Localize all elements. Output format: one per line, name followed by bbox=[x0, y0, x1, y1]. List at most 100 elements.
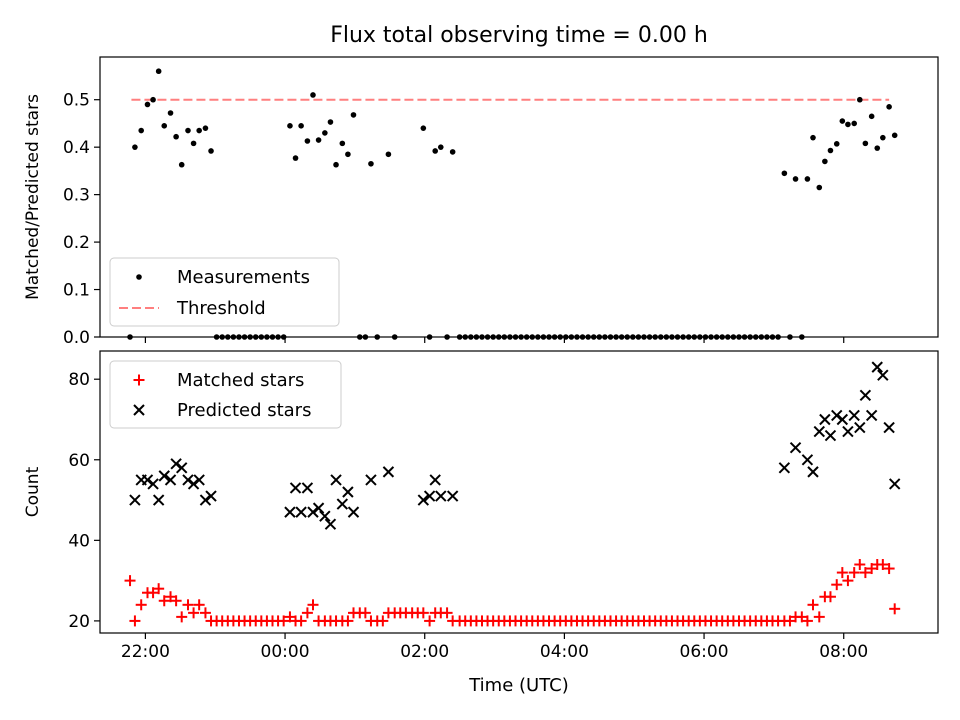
measurement-point bbox=[350, 112, 357, 118]
matched-stars-point bbox=[359, 607, 371, 619]
bottom-y-tick-label: 20 bbox=[68, 612, 90, 632]
top-y-tick-label: 0.4 bbox=[63, 138, 90, 158]
top-y-tick-label: 0.0 bbox=[63, 328, 90, 348]
measurement-point bbox=[202, 125, 209, 131]
matched-stars-point bbox=[813, 611, 825, 623]
top-panel: 0.0 0.1 0.2 0.3 0.4 0.5 Matched/Predicted star… bbox=[23, 56, 939, 348]
matched-stars-point bbox=[784, 615, 796, 627]
measurement-point bbox=[420, 125, 427, 131]
top-y-tick-label: 0.2 bbox=[63, 233, 90, 253]
matched-stars-point bbox=[135, 599, 147, 611]
predicted-stars-point bbox=[158, 470, 170, 482]
legend-predicted-marker bbox=[133, 404, 145, 416]
predicted-stars-point bbox=[871, 361, 883, 373]
matched-stars-point bbox=[848, 567, 860, 579]
measurement-point bbox=[368, 160, 374, 167]
matched-stars-point bbox=[182, 599, 194, 611]
measurement-point bbox=[167, 110, 174, 116]
matched-stars-point bbox=[176, 611, 188, 623]
predicted-stars-point bbox=[141, 474, 154, 486]
predicted-stars-point bbox=[193, 474, 205, 486]
measurement-point bbox=[327, 119, 334, 125]
measurement-point bbox=[292, 155, 299, 161]
measurement-point bbox=[792, 176, 799, 182]
measurement-point bbox=[196, 127, 202, 134]
measurement-point bbox=[161, 123, 168, 129]
matched-stars-point bbox=[866, 563, 878, 575]
matched-stars-point bbox=[807, 599, 819, 611]
matched-stars-point bbox=[842, 575, 854, 587]
matched-stars-point bbox=[284, 611, 296, 623]
measurement-point bbox=[880, 134, 886, 141]
predicted-stars-point bbox=[152, 494, 165, 506]
matched-stars-point bbox=[199, 607, 211, 619]
predicted-stars-point bbox=[435, 490, 447, 502]
bottom-y-tick-label: 80 bbox=[68, 370, 90, 390]
measurement-point bbox=[833, 141, 840, 147]
matched-stars-point bbox=[307, 599, 319, 611]
predicted-stars-point bbox=[187, 478, 200, 490]
predicted-stars-point bbox=[789, 441, 802, 454]
x-tick-label: 22:00 bbox=[121, 642, 170, 662]
matched-stars-point bbox=[153, 583, 165, 595]
predicted-stars-point bbox=[824, 429, 837, 442]
matched-stars-point bbox=[417, 607, 429, 619]
matched-stars-point bbox=[889, 603, 901, 615]
legend-predicted-label: Predicted stars bbox=[177, 400, 311, 421]
predicted-stars-point bbox=[164, 474, 177, 486]
matched-stars-point bbox=[165, 591, 177, 603]
predicted-stars-point bbox=[819, 413, 831, 426]
matched-stars-point bbox=[859, 567, 871, 579]
measurement-point bbox=[886, 104, 892, 110]
x-tick-label: 06:00 bbox=[680, 642, 729, 662]
measurement-point bbox=[155, 68, 162, 75]
matched-stars-point bbox=[129, 615, 141, 627]
bottom-y-tick-label: 60 bbox=[68, 451, 90, 471]
bottom-plot-frame bbox=[99, 350, 939, 634]
measurement-point bbox=[190, 140, 197, 147]
matched-stars-point bbox=[801, 615, 813, 627]
predicted-stars-point bbox=[289, 482, 302, 494]
predicted-stars-point bbox=[312, 502, 325, 514]
predicted-stars-point bbox=[417, 494, 430, 506]
matched-stars-point bbox=[193, 599, 205, 611]
predicted-stars-point bbox=[324, 518, 337, 530]
bottom-legend: Matched stars Predicted stars bbox=[109, 360, 342, 429]
measurement-point bbox=[310, 92, 316, 98]
predicted-stars-point bbox=[778, 462, 791, 474]
predicted-stars-point bbox=[423, 490, 436, 502]
predicted-stars-point bbox=[319, 510, 331, 522]
matched-stars-point bbox=[147, 587, 159, 599]
chart-title: Flux total observing time = 0.00 h bbox=[330, 23, 708, 48]
top-plot-frame bbox=[99, 56, 939, 338]
measurement-point bbox=[173, 133, 179, 140]
predicted-stars-point bbox=[307, 506, 319, 518]
predicted-stars-point bbox=[336, 498, 349, 510]
predicted-stars-point bbox=[284, 506, 296, 518]
top-y-tick-label: 0.5 bbox=[63, 91, 90, 111]
bottom-legend-box bbox=[109, 360, 342, 429]
measurement-point bbox=[804, 176, 811, 182]
measurement-point bbox=[868, 113, 875, 120]
measurement-point bbox=[208, 148, 214, 154]
predicted-stars-point bbox=[175, 462, 188, 474]
matched-stars-point bbox=[424, 615, 436, 627]
measurement-point bbox=[144, 101, 151, 108]
legend-threshold-label: Threshold bbox=[176, 298, 266, 319]
legend-matched-marker bbox=[133, 374, 145, 386]
x-tick-label: 08:00 bbox=[819, 642, 868, 662]
predicted-stars-point bbox=[301, 482, 314, 494]
top-y-tick-label: 0.3 bbox=[63, 186, 90, 206]
x-tick-label: 02:00 bbox=[400, 642, 449, 662]
matched-stars-point bbox=[441, 607, 453, 619]
measurement-point bbox=[185, 127, 191, 134]
measurement-point bbox=[437, 144, 444, 150]
predicted-stars-point bbox=[129, 494, 141, 506]
predicted-stars-point bbox=[859, 389, 872, 402]
measurement-point bbox=[891, 132, 898, 139]
matched-stars-point bbox=[342, 615, 354, 627]
legend-measurements-label: Measurements bbox=[177, 267, 310, 288]
measurement-point bbox=[132, 144, 138, 150]
measurement-point bbox=[845, 121, 851, 128]
